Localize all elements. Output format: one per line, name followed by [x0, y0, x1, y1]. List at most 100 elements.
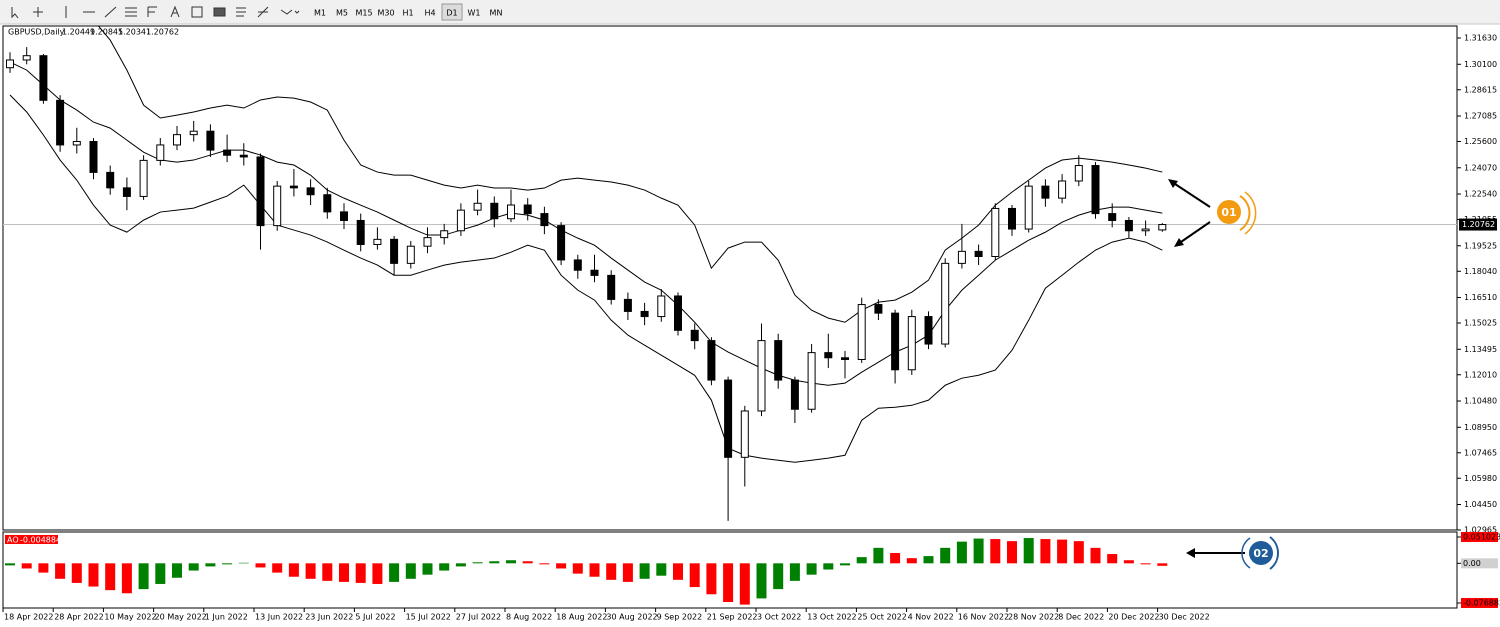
osc-tick-label: 0.00 [1463, 559, 1481, 568]
x-tick-label: 4 Nov 2022 [908, 613, 954, 622]
ao-bar [656, 563, 667, 576]
timeframe-label[interactable]: H1 [402, 9, 413, 18]
ao-bar [188, 563, 199, 571]
y-tick-label: 1.27085 [1464, 112, 1497, 121]
ao-bar [38, 563, 49, 573]
ao-bar [622, 563, 633, 582]
pitchfork-tool[interactable] [257, 6, 269, 18]
timeframe-label[interactable]: M30 [377, 9, 394, 18]
candle-body [590, 269, 599, 276]
candle-body [206, 130, 215, 151]
x-tick-label: 23 Jun 2022 [305, 613, 353, 622]
candle-body [473, 202, 482, 211]
candle-body [456, 209, 465, 232]
ao-bar [506, 560, 516, 564]
ao-bar [956, 541, 967, 564]
candle-body [907, 316, 916, 371]
x-tick-label: 20 Dec 2022 [1108, 613, 1159, 622]
candle-body [340, 211, 348, 221]
x-tick-label: 13 Oct 2022 [807, 613, 856, 622]
ao-bar [1107, 554, 1118, 564]
x-tick-label: 25 Oct 2022 [857, 613, 906, 622]
ao-bar [472, 562, 483, 564]
candle-body [674, 295, 682, 331]
timeframe-button[interactable] [464, 4, 484, 20]
trendline-tool[interactable] [104, 6, 117, 18]
candle-body [1058, 180, 1067, 199]
x-tick-label: 21 Sep 2022 [707, 613, 758, 622]
y-tick-label: 1.25600 [1464, 137, 1497, 146]
label-tool[interactable] [191, 6, 203, 18]
ao-bar [739, 563, 750, 605]
x-tick-label: 28 Apr 2022 [54, 613, 103, 622]
candle-body [189, 130, 198, 136]
osc-badge [1461, 558, 1498, 569]
candle-body [924, 316, 933, 345]
cursor-tool[interactable] [11, 7, 19, 19]
rect-tool[interactable] [213, 7, 226, 17]
ao-bar [205, 563, 216, 567]
candle-body [1008, 207, 1016, 230]
ao-bar [155, 563, 166, 584]
ao-bar [1157, 563, 1168, 566]
ao-bar [589, 563, 600, 577]
fibo-tool[interactable] [147, 6, 157, 17]
ao-bar [1040, 539, 1051, 564]
candle-body [223, 149, 232, 156]
x-tick-label: 1 Jun 2022 [205, 613, 248, 622]
candle-body [607, 274, 616, 300]
timeframe-label[interactable]: MN [490, 9, 503, 18]
timeframe-button[interactable] [354, 4, 374, 20]
timeframe-label[interactable]: M1 [314, 9, 326, 18]
ao-bar [856, 557, 867, 564]
ao-bar [489, 561, 500, 564]
timeframe-label[interactable]: D1 [446, 9, 457, 18]
y-tick-label: 1.22540 [1464, 190, 1497, 199]
candle-body [1108, 213, 1117, 221]
timeframe-button[interactable] [441, 3, 463, 21]
timeframe-label[interactable]: W1 [468, 9, 481, 18]
y-tick-label: 1.30100 [1464, 60, 1497, 69]
candle-body [690, 329, 699, 342]
timeframe-label[interactable]: M5 [336, 9, 348, 18]
ao-bar [389, 563, 400, 582]
candle-body [356, 219, 365, 245]
ao-bar [339, 563, 349, 582]
timeframe-button[interactable] [486, 4, 506, 20]
timeframe-button[interactable] [398, 4, 418, 20]
x-tick-label: 5 Jul 2022 [355, 613, 395, 622]
candle-body [1141, 228, 1150, 232]
timeframe-button[interactable] [376, 4, 396, 20]
timeframe-button[interactable] [420, 4, 440, 20]
channel-tool[interactable] [125, 7, 137, 17]
y-tick-label: 1.04450 [1464, 500, 1497, 509]
text-tool[interactable] [170, 5, 180, 18]
gann-tool[interactable] [236, 7, 246, 17]
candle-body [874, 304, 883, 314]
x-tick-label: 8 Dec 2022 [1058, 613, 1104, 622]
shapes-menu[interactable] [280, 9, 300, 15]
ao-bar [890, 552, 901, 564]
candle-body [256, 156, 265, 227]
ao-bar [322, 563, 333, 581]
x-tick-label: 10 May 2022 [104, 613, 156, 622]
candle-body [39, 55, 48, 101]
x-tick-label: 28 Nov 2022 [1008, 613, 1059, 622]
ao-bar [1007, 541, 1017, 564]
x-tick-label: 13 Jun 2022 [255, 613, 303, 622]
candle-body [841, 357, 849, 360]
ao-bar [1073, 541, 1084, 564]
candle-body [523, 204, 532, 215]
timeframe-label[interactable]: H4 [424, 9, 435, 18]
timeframe-label[interactable]: M15 [355, 9, 372, 18]
ao-bar [455, 563, 466, 567]
candle-body [857, 304, 866, 360]
timeframe-button[interactable] [310, 4, 330, 20]
callout-01: 01 [1168, 179, 1257, 247]
y-tick-label: 1.13495 [1464, 345, 1497, 354]
crosshair-tool[interactable] [33, 7, 43, 17]
timeframe-button[interactable] [332, 4, 352, 20]
candle-body [1158, 224, 1167, 231]
y-tick-label: 1.12010 [1464, 370, 1497, 379]
